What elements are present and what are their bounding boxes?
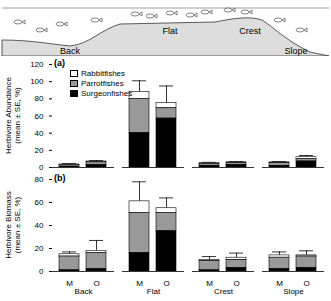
svg-text:40: 40 — [35, 221, 44, 230]
svg-text:Flat: Flat — [162, 26, 178, 36]
html-text:Parrotfishes: Parrotfishes — [81, 78, 124, 88]
svg-text:Crest: Crest — [214, 287, 234, 296]
svg-text:40: 40 — [35, 129, 44, 138]
svg-text:60: 60 — [35, 198, 44, 207]
svg-text:O: O — [163, 279, 169, 288]
svg-text:M: M — [206, 279, 213, 288]
svg-text:20: 20 — [35, 146, 44, 155]
html-text:(b): (b) — [54, 173, 66, 183]
svg-text:0: 0 — [39, 163, 44, 171]
svg-text:Back: Back — [60, 46, 81, 56]
svg-text:Herbivore Abundance(mean ± SE,: Herbivore Abundance(mean ± SE, %) — [4, 76, 22, 153]
svg-text:M: M — [66, 279, 73, 288]
svg-text:M: M — [136, 279, 143, 288]
svg-text:Slope: Slope — [283, 287, 304, 296]
svg-text:O: O — [93, 279, 99, 288]
svg-text:M: M — [276, 279, 283, 288]
svg-text:60: 60 — [35, 112, 44, 121]
svg-text:20: 20 — [35, 244, 44, 253]
svg-text:Flat: Flat — [147, 287, 161, 296]
svg-text:O: O — [303, 279, 309, 288]
html-text:Surgeonfishes: Surgeonfishes — [81, 88, 133, 98]
svg-text:100: 100 — [30, 77, 44, 86]
svg-text:Crest: Crest — [239, 26, 261, 36]
svg-text:O: O — [233, 279, 239, 288]
svg-text:80: 80 — [35, 94, 44, 103]
svg-text:Slope: Slope — [284, 46, 307, 56]
html-text:(a): (a) — [54, 58, 65, 68]
svg-text:Herbivore Biomass(mean ± SE, %: Herbivore Biomass(mean ± SE, %) — [4, 191, 22, 259]
svg-text:120: 120 — [30, 60, 44, 69]
svg-text:0: 0 — [39, 267, 44, 276]
svg-text:80: 80 — [35, 175, 44, 184]
html-text:Rabbitfishes: Rabbitfishes — [81, 68, 125, 78]
svg-text:Back: Back — [75, 287, 94, 296]
